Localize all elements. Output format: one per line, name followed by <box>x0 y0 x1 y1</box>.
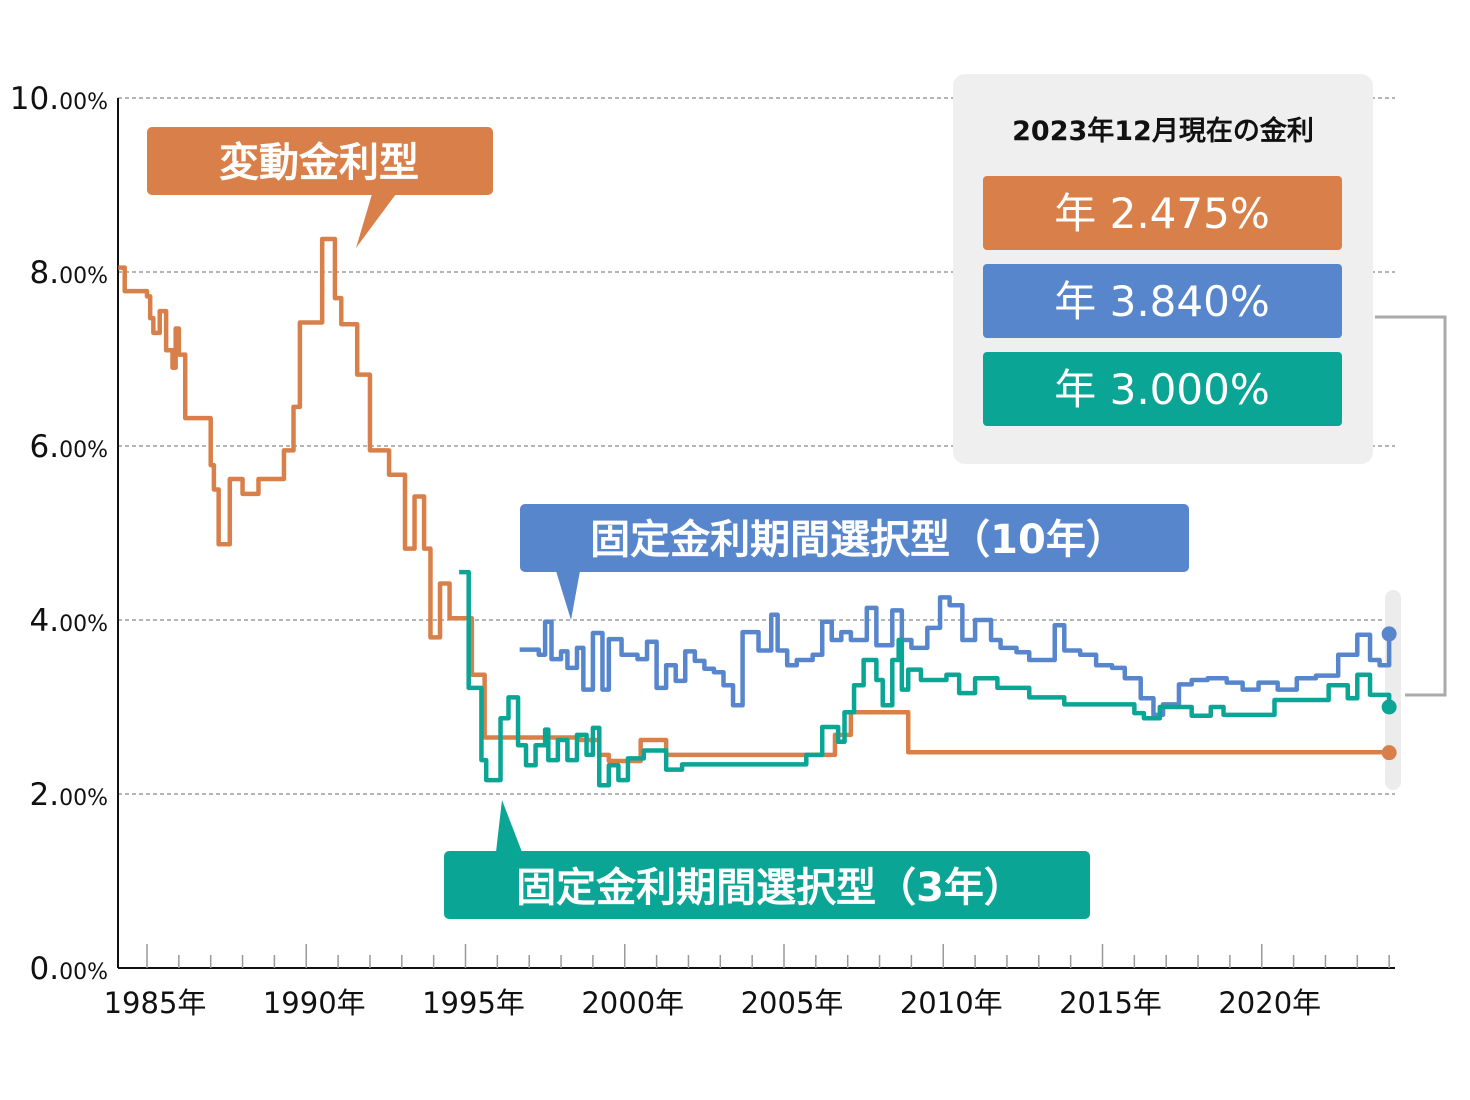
y-tick-label: 6.00% <box>30 429 108 465</box>
x-tick-label: 2010年 <box>900 986 1003 1020</box>
x-tick-label: 1990年 <box>263 986 366 1020</box>
legend-bracket <box>1375 315 1447 697</box>
callout-fixed10: 固定金利期間選択型（10年） <box>520 504 1189 620</box>
series-endpoint-0 <box>1381 745 1397 761</box>
callout-variable: 変動金利型 <box>147 127 493 248</box>
y-tick-label: 0.00% <box>30 951 108 987</box>
legend-value: 年 3.840% <box>1054 277 1270 326</box>
series-line-1 <box>519 595 1392 718</box>
y-tick-label: 2.00% <box>30 777 108 813</box>
x-tick-label: 2015年 <box>1059 986 1162 1020</box>
y-tick-label: 10.00% <box>10 81 108 117</box>
series-lines <box>118 236 1397 788</box>
y-axis-ticks: 0.00% 2.00% 4.00% 6.00% 8.00% 10.00% <box>10 81 108 987</box>
callout-fixed3-label: 固定金利期間選択型（3年） <box>516 865 1024 911</box>
x-axis: 1985年 1990年 1995年 2000年 2005年 2010年 2015年 2020年 <box>104 98 1395 1020</box>
series-endpoint-2 <box>1381 699 1397 715</box>
x-tick-label: 2020年 <box>1218 986 1321 1020</box>
x-tick-label: 1985年 <box>104 986 207 1020</box>
current-highlight-bar <box>1385 590 1401 790</box>
y-tick-label: 4.00% <box>30 603 108 639</box>
legend-value: 年 2.475% <box>1054 189 1270 238</box>
x-tick-label: 1995年 <box>422 986 525 1020</box>
legend-item-0 <box>983 176 1342 250</box>
legend-item-1 <box>983 264 1342 338</box>
legend-value: 年 3.000% <box>1054 365 1270 414</box>
legend: 2023年12月現在の金利 年 2.475% 年 3.840% 年 3.000% <box>953 74 1447 697</box>
x-tick-label: 2005年 <box>741 986 844 1020</box>
legend-item-2 <box>983 352 1342 426</box>
series-endpoint-1 <box>1381 626 1397 642</box>
y-tick-label: 8.00% <box>30 255 108 291</box>
legend-title: 2023年12月現在の金利 <box>1012 115 1314 147</box>
callout-fixed10-label: 固定金利期間選択型（10年） <box>590 517 1126 563</box>
x-tick-label: 2000年 <box>581 986 684 1020</box>
callout-fixed3: 固定金利期間選択型（3年） <box>444 800 1090 919</box>
callout-variable-label: 変動金利型 <box>219 140 419 186</box>
series-line-2 <box>459 569 1392 788</box>
